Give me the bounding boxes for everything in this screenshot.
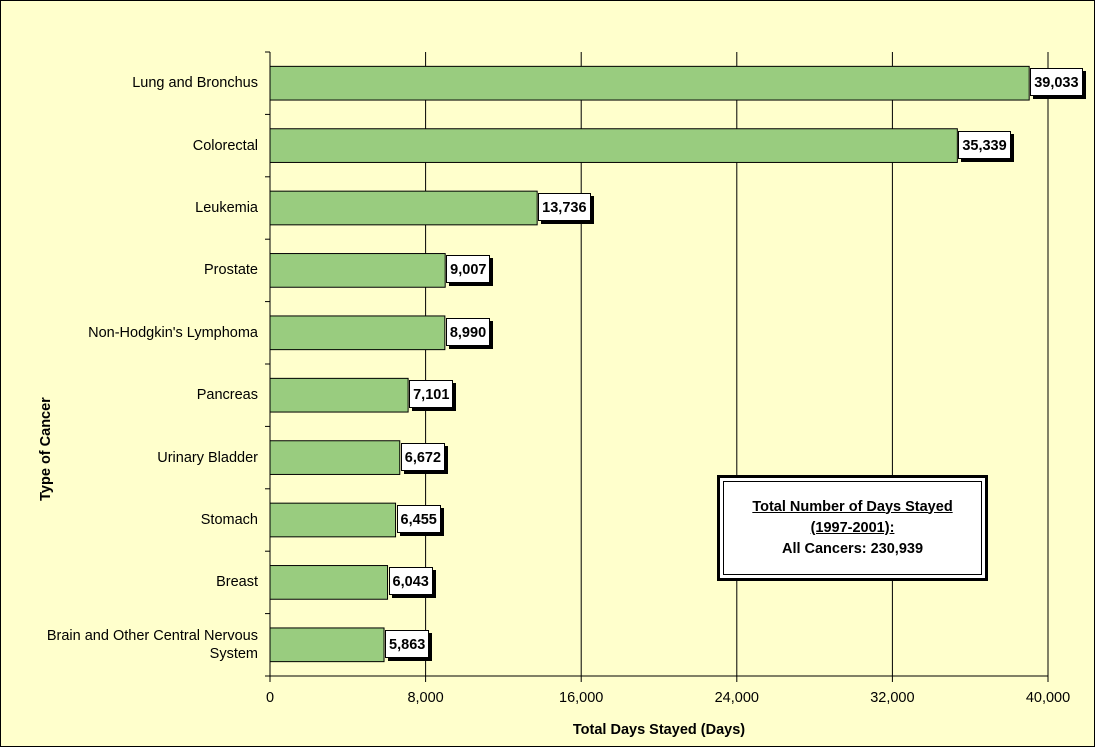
- bar: [269, 315, 446, 351]
- annotation-line-3: All Cancers: 230,939: [781, 540, 924, 557]
- category-label: Pancreas: [196, 387, 258, 404]
- x-tick-label: 32,000: [870, 690, 915, 706]
- bar: [269, 565, 389, 600]
- bar: [269, 190, 538, 226]
- category-label: Brain and Other Central Nervous System: [46, 627, 258, 662]
- bar: [269, 253, 446, 288]
- bar: [269, 65, 1030, 101]
- category-label: Prostate: [204, 262, 258, 279]
- data-label: 35,339: [958, 130, 1011, 159]
- category-label: Leukemia: [195, 200, 258, 216]
- data-label: 5,863: [385, 629, 430, 658]
- x-tick-label: 8,000: [407, 690, 444, 706]
- data-label: 8,990: [445, 317, 491, 346]
- annotation-line-1: Total Number of Days Stayed: [752, 498, 953, 515]
- data-label: 9,007: [446, 255, 491, 284]
- category-label: Lung and Bronchus: [132, 75, 258, 92]
- x-axis-title: Total Days Stayed (Days): [572, 722, 746, 738]
- bar: [269, 128, 958, 163]
- x-tick-label: 0: [265, 690, 275, 706]
- data-label: 39,033: [1030, 68, 1083, 97]
- category-label: Breast: [216, 574, 258, 591]
- x-tick-label: 24,000: [714, 690, 759, 706]
- bar: [269, 502, 397, 538]
- data-label: 6,672: [400, 442, 446, 471]
- total-annotation-inner: Total Number of Days Stayed (1997-2001):…: [723, 481, 982, 575]
- total-annotation-box: Total Number of Days Stayed (1997-2001):…: [717, 475, 988, 581]
- data-label: 7,101: [409, 380, 454, 409]
- bar: [269, 440, 401, 475]
- bar: [269, 377, 409, 413]
- category-label: Colorectal: [192, 137, 258, 154]
- data-label: 13,736: [538, 193, 591, 221]
- category-label: Stomach: [200, 512, 258, 528]
- y-axis-title: Type of Cancer: [38, 397, 54, 501]
- data-label: 6,455: [396, 505, 441, 533]
- category-label: Urinary Bladder: [157, 449, 258, 466]
- x-tick-label: 40,000: [1025, 690, 1071, 706]
- category-label: Non-Hodgkin's Lymphoma: [88, 324, 258, 341]
- data-label: 6,043: [388, 567, 433, 596]
- x-tick-label: 16,000: [559, 690, 604, 706]
- bar: [269, 627, 385, 663]
- annotation-line-2: (1997-2001):: [810, 519, 895, 536]
